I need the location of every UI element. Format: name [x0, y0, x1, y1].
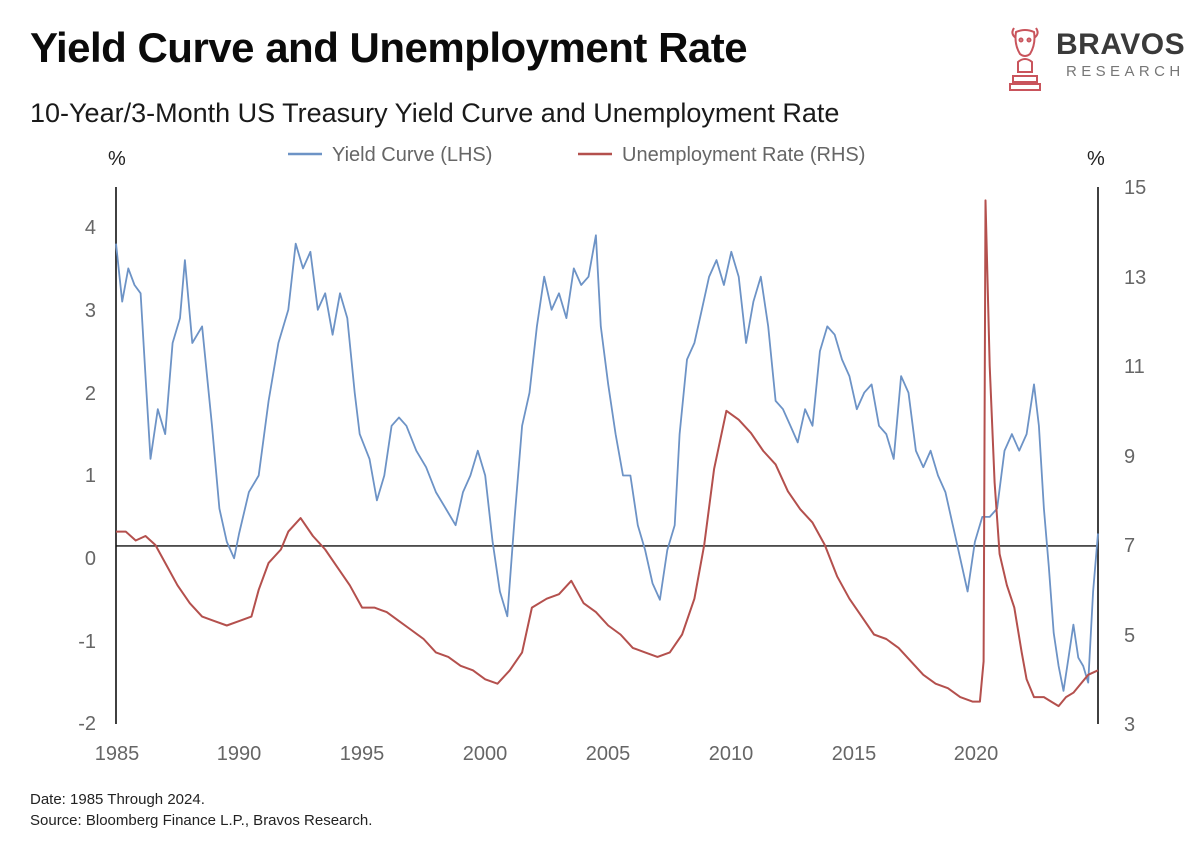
chart-subtitle: 10-Year/3-Month US Treasury Yield Curve … — [30, 98, 840, 128]
legend-label-yield-curve: Yield Curve (LHS) — [332, 144, 492, 166]
left-tick-label: 3 — [85, 300, 96, 322]
right-axis-unit: % — [1087, 148, 1105, 170]
right-tick-label: 9 — [1124, 446, 1135, 468]
left-axis-ticks: 4 3 2 1 0 -1 -2 — [78, 217, 96, 735]
source-note: Source: Bloomberg Finance L.P., Bravos R… — [30, 812, 373, 829]
legend-label-unemployment: Unemployment Rate (RHS) — [622, 144, 865, 166]
x-tick-label: 2020 — [954, 743, 999, 765]
date-note: Date: 1985 Through 2024. — [30, 791, 205, 808]
brand-name: BRAVOS — [1056, 28, 1186, 61]
x-tick-label: 2005 — [586, 743, 631, 765]
left-tick-label: -2 — [78, 713, 96, 735]
brand-tagline: RESEARCH — [1066, 63, 1185, 80]
left-tick-label: 2 — [85, 383, 96, 405]
left-tick-label: 0 — [85, 548, 96, 570]
left-axis-unit: % — [108, 148, 126, 170]
right-tick-label: 3 — [1124, 714, 1135, 736]
right-tick-label: 15 — [1124, 177, 1146, 199]
chart-title: Yield Curve and Unemployment Rate — [30, 24, 748, 71]
left-tick-label: 4 — [85, 217, 96, 239]
right-tick-label: 5 — [1124, 625, 1135, 647]
x-tick-label: 1995 — [340, 743, 385, 765]
right-tick-label: 13 — [1124, 267, 1146, 289]
x-tick-label: 2015 — [832, 743, 877, 765]
left-tick-label: -1 — [78, 631, 96, 653]
x-axis-ticks: 1985 1990 1995 2000 2005 2010 2015 2020 — [95, 743, 999, 765]
x-tick-label: 2010 — [709, 743, 754, 765]
right-tick-label: 11 — [1124, 356, 1145, 378]
series-line-yield-curve — [115, 234, 1099, 692]
right-axis-ticks: 15 13 11 9 7 5 3 — [1124, 177, 1146, 736]
bull-chess-knight-icon — [1009, 27, 1041, 91]
x-tick-label: 1990 — [217, 743, 262, 765]
left-tick-label: 1 — [85, 465, 96, 487]
legend: Yield Curve (LHS) Unemployment Rate (RHS… — [288, 144, 865, 166]
right-tick-label: 7 — [1124, 535, 1135, 557]
series-line-unemployment — [116, 199, 1099, 708]
x-tick-label: 2000 — [463, 743, 508, 765]
x-tick-label: 1985 — [95, 743, 140, 765]
